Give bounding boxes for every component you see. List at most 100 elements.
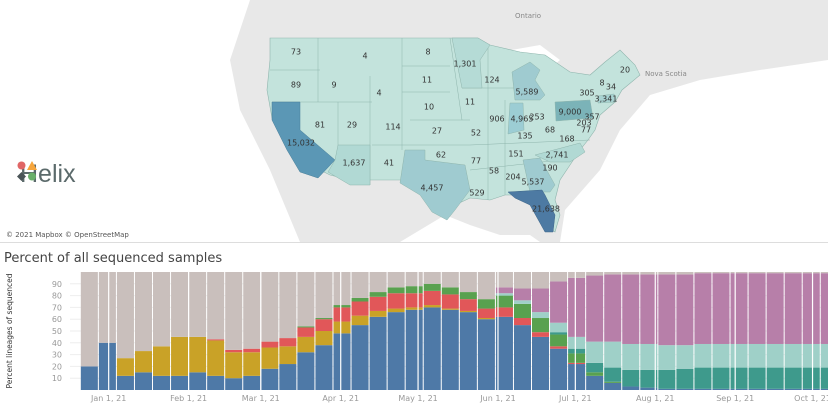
bar-segment [586, 275, 604, 342]
bar-segment [712, 367, 730, 389]
bar-segment [243, 375, 261, 390]
state-value-tn: 151 [508, 149, 524, 159]
bar-segment [207, 272, 225, 340]
helix-logo: Helix [16, 160, 76, 189]
bar-segment [748, 388, 766, 390]
state-value-co: 114 [385, 122, 401, 132]
bar-segment [116, 272, 134, 359]
state-value-wv: 68 [544, 125, 556, 135]
bar-segment [441, 309, 459, 390]
bar-segment [387, 272, 405, 288]
x-tick-label: Jun 1, 21 [479, 394, 515, 403]
bar-segment [279, 364, 297, 390]
bar-segment [243, 272, 261, 349]
bar-segment [243, 348, 261, 353]
bar-segment [712, 272, 730, 274]
bar-segment [820, 388, 828, 390]
bar-segment [568, 362, 586, 365]
state-value-ky: 135 [517, 131, 533, 141]
bar-segment [116, 375, 134, 390]
bar-segment [423, 272, 441, 284]
state-shape-ma[interactable] [597, 93, 617, 104]
state-shape-az[interactable] [327, 144, 371, 186]
bar-segment [423, 307, 441, 390]
bar-segment [116, 358, 134, 376]
bar-segment [604, 274, 622, 342]
section-divider [0, 242, 828, 243]
bar-segment [550, 334, 568, 347]
y-tick-label: 90 [52, 280, 62, 289]
state-shape-pa[interactable] [554, 99, 594, 122]
state-value-mi: 5,589 [515, 87, 539, 97]
bar-segment [207, 375, 225, 390]
state-value-mn: 1,301 [453, 59, 477, 69]
bar-segment [820, 272, 828, 274]
bar-segment [495, 293, 513, 296]
bar-segment [784, 343, 802, 368]
bar-segment [586, 375, 604, 390]
state-shape-mn[interactable] [451, 37, 491, 89]
state-value-mo: 52 [470, 128, 482, 138]
bar-segment [694, 273, 712, 344]
bar-segment [730, 272, 748, 274]
bar-segment [568, 272, 586, 278]
bar-segment [225, 272, 243, 350]
bar-segment [495, 307, 513, 317]
lineage-stacked-bar-chart[interactable]: Percent lineages of sequenced 10 20 30 40 50 6… [0, 268, 828, 406]
state-map[interactable]: Ontario Nova Scotia 73 89 9 4 4 8 11 10 1,301 124… [0, 0, 828, 242]
bar-segment [261, 341, 279, 348]
bar-segment [333, 305, 351, 308]
bar-segment [297, 272, 315, 327]
bar-segment [513, 272, 532, 289]
bar-segment [495, 316, 513, 390]
bar-segment [351, 315, 369, 326]
bar-segment [297, 327, 315, 337]
bar-segment [586, 372, 604, 376]
bar-segment [748, 367, 766, 389]
state-value-wa: 73 [290, 47, 302, 57]
bar-segment [513, 303, 532, 319]
state-value-ca: 15,032 [287, 138, 315, 148]
bar-segment [658, 345, 676, 370]
bar-segment [423, 290, 441, 306]
state-shape-in[interactable] [507, 102, 525, 135]
bar-segment [658, 272, 676, 275]
bar-segment [297, 352, 315, 390]
y-tick-label: 40 [52, 339, 62, 348]
bar-segment [766, 388, 784, 390]
bar-segment [532, 336, 550, 390]
bar-segment [297, 326, 315, 328]
state-value-ms: 58 [488, 166, 500, 176]
bar-segment [532, 318, 550, 333]
map-attribution[interactable]: © 2021 Mapbox © OpenStreetMap [4, 231, 131, 239]
bar-segment [477, 272, 495, 300]
bar-segment [405, 272, 423, 287]
bar-segment [441, 272, 459, 288]
state-value-md: 203 [576, 118, 592, 128]
state-value-or: 89 [290, 80, 302, 90]
bar-segment [207, 340, 225, 376]
x-tick-label: Feb 1, 21 [170, 394, 207, 403]
bar-segment [550, 332, 568, 335]
bar-segment [640, 387, 658, 390]
bar-segment [820, 367, 828, 389]
bar-segment [405, 307, 423, 310]
state-shape-mi[interactable] [511, 61, 546, 101]
bar-segment [477, 308, 495, 319]
state-shape-ga[interactable] [522, 157, 556, 193]
state-shape-nc[interactable] [534, 142, 586, 163]
bar-segment [387, 293, 405, 309]
state-shape-tx[interactable] [399, 149, 471, 221]
chart-title: Percent of all sequenced samples [4, 251, 223, 266]
bar-segment [351, 301, 369, 316]
y-tick-label: 20 [52, 362, 62, 371]
bar-segment [477, 299, 495, 309]
bar-segment [189, 336, 207, 373]
bar-segment [532, 288, 550, 313]
bar-segment [405, 293, 423, 308]
bar-segment [225, 349, 243, 353]
bar-segment [802, 367, 820, 389]
bar-segment [568, 364, 586, 390]
state-shape-fl[interactable] [507, 189, 556, 233]
state-shape-ca[interactable] [271, 101, 336, 179]
